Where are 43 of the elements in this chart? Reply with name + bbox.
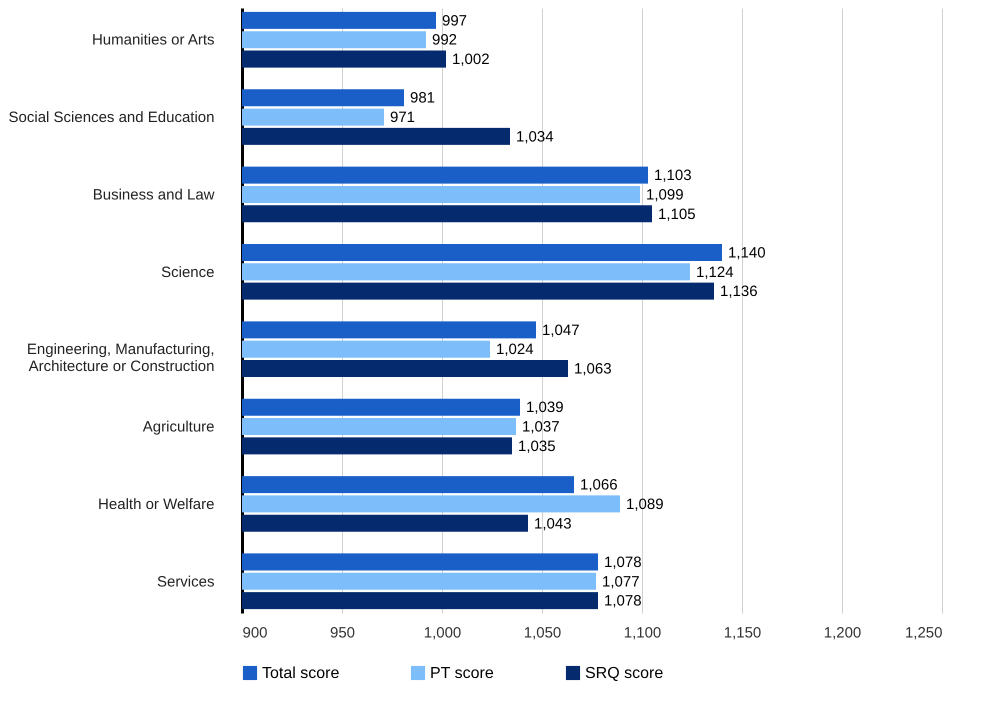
data-label: 1,002	[452, 51, 490, 68]
data-label: 1,103	[654, 167, 692, 184]
y-tick-label: Business and Law	[92, 186, 215, 204]
data-label: 1,124	[696, 264, 734, 281]
x-tick-label: 1,250	[904, 624, 942, 642]
y-tick-label: Engineering, Manufacturing, Architecture or Construction	[26, 341, 214, 376]
y-tick-label: Science	[161, 264, 214, 281]
x-tick-label: 950	[330, 624, 356, 642]
legend-label: PT score	[430, 665, 494, 682]
data-label: 1,089	[626, 496, 664, 513]
y-tick-label: Agriculture	[142, 418, 214, 436]
data-label: 1,039	[526, 399, 564, 416]
legend-label: SRQ score	[585, 665, 664, 682]
y-tick-label: Humanities or Arts	[92, 32, 214, 49]
data-label: 1,078	[604, 554, 642, 571]
data-label: 1,063	[574, 360, 612, 378]
data-label: 1,078	[604, 592, 642, 610]
x-tick-label: 1,100	[624, 624, 662, 642]
x-tick-label: 1,200	[824, 624, 862, 642]
data-label: 1,105	[658, 206, 696, 223]
data-label: 1,024	[496, 341, 534, 358]
data-label: 1,066	[580, 476, 618, 494]
x-tick-label: 1,150	[724, 624, 762, 642]
data-label: 1,047	[542, 322, 580, 339]
data-label: 1,034	[516, 128, 554, 146]
legend-label: Total score	[262, 665, 340, 682]
data-label: 1,140	[728, 244, 766, 262]
data-label: 1,136	[720, 283, 758, 300]
data-label: 997	[442, 12, 468, 30]
y-tick-label: Health or Welfare	[98, 496, 214, 513]
data-label: 1,037	[522, 418, 560, 436]
x-tick-label: 1,050	[524, 624, 562, 642]
x-tick-label: 1,000	[424, 624, 462, 642]
data-label: 992	[432, 32, 458, 49]
data-label: 1,043	[534, 515, 572, 532]
data-label: 1,099	[646, 186, 684, 204]
data-label: 981	[410, 90, 436, 107]
y-tick-label: Social Sciences and Education	[8, 109, 214, 126]
data-label: 1,077	[602, 573, 640, 590]
x-tick-label: 900	[242, 624, 268, 642]
y-tick-label: Services	[156, 573, 214, 590]
data-label: 1,035	[518, 438, 556, 455]
data-label: 971	[390, 109, 416, 126]
